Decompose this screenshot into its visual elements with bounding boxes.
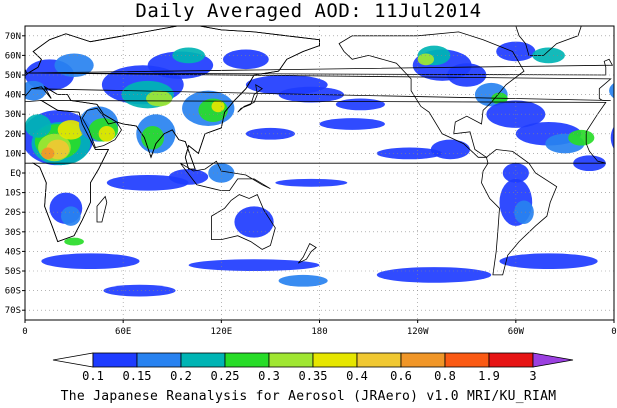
colorbar-label: 0.2 bbox=[170, 369, 192, 383]
aod-patch bbox=[222, 49, 269, 70]
aod-patch bbox=[141, 125, 165, 150]
map-frame-group bbox=[24, 25, 615, 321]
lat-tick-label: 20S bbox=[5, 208, 21, 218]
aod-patch bbox=[568, 129, 595, 146]
lon-tick-label: 60W bbox=[508, 327, 525, 337]
aod-patch bbox=[417, 53, 435, 66]
aod-patch bbox=[103, 284, 176, 297]
longitude-labels: 0 60E 120E 180 120W 60W 0 bbox=[22, 320, 617, 337]
latitude-labels: 70N 60N 50N 40N 30N 20N 10N EQ 10S 20S 30S 40S 50S 60… bbox=[5, 32, 25, 316]
lon-tick-label: 60E bbox=[115, 327, 131, 337]
aod-patch bbox=[54, 53, 94, 77]
aod-patch bbox=[430, 139, 471, 160]
lat-tick-label: 40N bbox=[5, 91, 21, 101]
aod-patch bbox=[499, 253, 598, 270]
colorbar-box bbox=[92, 352, 138, 368]
colorbar-label: 0.6 bbox=[390, 369, 412, 383]
lat-tick-label: EQ bbox=[10, 169, 21, 179]
colorbar-label: 0.4 bbox=[346, 369, 368, 383]
aod-patch bbox=[168, 169, 209, 185]
lon-tick-label: 0 bbox=[611, 327, 616, 337]
aod-patch bbox=[335, 98, 385, 111]
aod-patch bbox=[234, 206, 274, 238]
aod-patch bbox=[25, 80, 47, 101]
colorbar-box bbox=[356, 352, 402, 368]
gridlines bbox=[25, 26, 614, 320]
colorbar-label: 0.25 bbox=[211, 369, 240, 383]
aod-patch bbox=[60, 206, 81, 226]
aod-patch bbox=[514, 200, 534, 224]
lon-tick-label: 0 bbox=[22, 327, 27, 337]
coast-indonesia bbox=[180, 160, 271, 191]
aod-patch bbox=[106, 174, 189, 191]
lat-tick-label: 20N bbox=[5, 130, 21, 140]
colorbar: 0.1 0.15 0.2 0.25 0.3 0.35 0.4 0.6 0.8 1.9 3 bbox=[52, 352, 574, 383]
aod-patch bbox=[275, 178, 348, 187]
colorbar-label: 3 bbox=[529, 369, 536, 383]
coast-greenland bbox=[515, 26, 582, 56]
lat-tick-label: 10N bbox=[5, 149, 21, 159]
colorbar-box bbox=[268, 352, 314, 368]
colorbar-box bbox=[312, 352, 358, 368]
lat-tick-label: 40S bbox=[5, 247, 21, 257]
colorbar-label: 1.9 bbox=[478, 369, 500, 383]
aod-patch bbox=[496, 41, 536, 62]
coast-australia bbox=[211, 194, 276, 250]
aod-patch bbox=[172, 47, 205, 64]
lon-tick-label: 180 bbox=[311, 327, 327, 337]
lat-tick-label: 30N bbox=[5, 110, 21, 120]
colorbar-box bbox=[400, 352, 446, 368]
colorbar-box bbox=[444, 352, 490, 368]
coast-south-america bbox=[481, 149, 558, 276]
lat-tick-label: 60N bbox=[5, 51, 21, 61]
aod-patch bbox=[447, 63, 487, 87]
aod-patch bbox=[98, 125, 115, 142]
coast-uk-wrap bbox=[25, 68, 28, 74]
colorbar-label: 0.8 bbox=[434, 369, 456, 383]
coast-madagascar bbox=[96, 195, 108, 223]
lat-tick-label: 10S bbox=[5, 189, 21, 199]
lat-tick-label: 70S bbox=[5, 306, 21, 316]
aod-patch bbox=[41, 147, 55, 160]
aod-patch bbox=[146, 90, 173, 107]
colorbar-label: 0.15 bbox=[123, 369, 152, 383]
coast-africa-wrap bbox=[25, 100, 110, 243]
colorbar-label: 0.35 bbox=[299, 369, 328, 383]
aod-patch bbox=[278, 274, 328, 287]
coast-arabia bbox=[81, 107, 122, 148]
map-title: Daily Averaged AOD: 11Jul2014 bbox=[135, 0, 482, 22]
lon-tick-label: 120E bbox=[210, 327, 232, 337]
lat-tick-label: 50N bbox=[5, 71, 21, 81]
lat-tick-label: 70N bbox=[5, 32, 21, 42]
footer-credit: The Japanese Reanalysis for Aerosol (JRA… bbox=[60, 389, 557, 404]
colorbar-max-arrow bbox=[532, 352, 574, 368]
aod-patch bbox=[502, 163, 529, 183]
colorbar-box bbox=[488, 352, 534, 368]
coast-japan bbox=[237, 84, 263, 113]
aod-patch bbox=[57, 120, 84, 140]
lat-tick-label: 50S bbox=[5, 267, 21, 277]
colorbar-label: 0.3 bbox=[258, 369, 280, 383]
aod-patch bbox=[376, 267, 492, 283]
colorbar-label: 0.1 bbox=[82, 369, 104, 383]
lon-tick-label: 120W bbox=[407, 327, 429, 337]
aod-patch bbox=[610, 126, 614, 150]
coast-eurasia-wrap bbox=[25, 26, 320, 170]
aod-patch bbox=[319, 118, 385, 130]
colorbar-box bbox=[136, 352, 182, 368]
aod-patch bbox=[532, 47, 565, 64]
coast-newzealand bbox=[297, 243, 317, 264]
colorbar-box bbox=[224, 352, 270, 368]
lat-tick-label: 60S bbox=[5, 287, 21, 297]
aod-patch bbox=[245, 127, 295, 140]
aod-patch bbox=[25, 114, 52, 138]
lat-tick-label: 30S bbox=[5, 228, 21, 238]
colorbar-box bbox=[180, 352, 226, 368]
aod-patch bbox=[609, 83, 614, 99]
aod-patch bbox=[211, 100, 225, 113]
aod-patch bbox=[64, 237, 84, 246]
colorbar-min-arrow bbox=[52, 352, 94, 368]
aod-patch bbox=[41, 253, 140, 270]
